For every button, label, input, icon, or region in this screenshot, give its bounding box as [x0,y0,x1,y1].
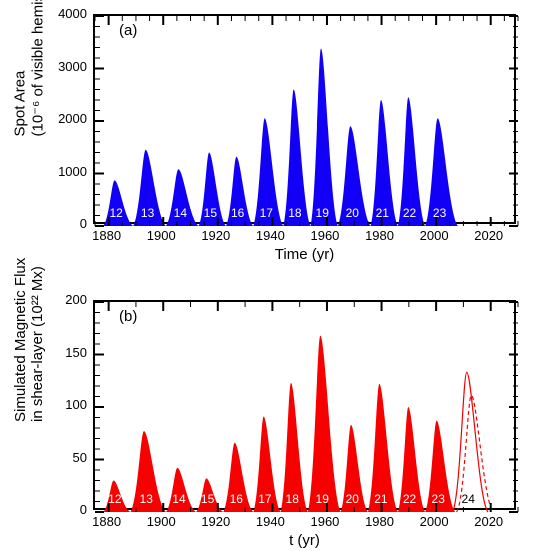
cycle-19-area [308,336,341,512]
ytick-label: 100 [47,397,87,412]
xtick-label: 2020 [469,514,509,529]
cycle-label: 17 [260,206,273,220]
xtick-label: 1960 [305,228,345,243]
cycle-label: 20 [346,206,359,220]
cycle-label: 22 [403,206,416,220]
xtick-label: 1980 [360,514,400,529]
xtick-label: 1880 [87,228,127,243]
cycle-label: 21 [376,206,389,220]
cycle-label: 12 [108,492,121,506]
cycle-label: 18 [286,492,299,506]
ytick-label: 3000 [47,59,87,74]
xtick-label: 1940 [250,228,290,243]
panel-a-tag: (a) [119,22,137,39]
xtick-label: 1920 [196,228,236,243]
xtick-label: 2000 [414,514,454,529]
cycle-label: 20 [346,492,359,506]
panel-b-ylabel: Simulated Magnetic Flux in shear-layer (… [12,402,46,422]
figure: (a) Spot Area (10⁻⁶ of visible hemispher… [0,0,534,551]
cycle-label: 24 [462,492,475,506]
ytick-label: 200 [47,292,87,307]
cycle-label: 15 [201,492,214,506]
cycle-label: 14 [174,206,187,220]
ytick-label: 1000 [47,164,87,179]
xtick-label: 1920 [196,514,236,529]
ytick-label: 4000 [47,6,87,21]
panel-b-frame: (b) [93,300,516,510]
cycle-label: 22 [403,492,416,506]
cycle-label: 23 [432,492,445,506]
cycle-label: 13 [140,492,153,506]
panel-a-ylabel: Spot Area (10⁻⁶ of visible hemisphere) [12,117,47,137]
cycle-19-area [311,49,338,226]
cycle-label: 12 [110,206,123,220]
xtick-label: 1880 [87,514,127,529]
panel-a-xlabel: Time (yr) [93,246,516,263]
xtick-label: 2000 [414,228,454,243]
panel-b-plot [95,302,518,512]
cycle-label: 16 [231,206,244,220]
xtick-label: 1900 [141,228,181,243]
cycle-label: 13 [141,206,154,220]
cycle-label: 16 [230,492,243,506]
panel-b-xlabel: t (yr) [93,532,516,549]
xtick-label: 1980 [360,228,400,243]
cycle-label: 17 [258,492,271,506]
cycle-label: 19 [316,206,329,220]
cycle-label: 23 [433,206,446,220]
cycle-label: 15 [204,206,217,220]
ytick-label: 0 [47,216,87,231]
panel-b-tag: (b) [119,308,137,325]
cycle-label: 21 [374,492,387,506]
ytick-label: 50 [47,450,87,465]
ytick-label: 0 [47,502,87,517]
cycle-label: 19 [316,492,329,506]
cycle-label: 18 [288,206,301,220]
cycle-label: 14 [172,492,185,506]
panel-a-plot [95,16,518,226]
xtick-label: 1940 [250,514,290,529]
ytick-label: 150 [47,345,87,360]
panel-a-frame: (a) [93,14,516,224]
xtick-label: 1900 [141,514,181,529]
xtick-label: 2020 [469,228,509,243]
xtick-label: 1960 [305,514,345,529]
ytick-label: 2000 [47,111,87,126]
